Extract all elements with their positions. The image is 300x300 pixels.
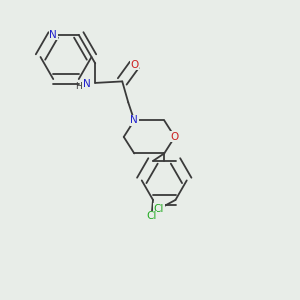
Text: H: H: [75, 82, 82, 91]
Text: N: N: [83, 80, 91, 89]
Text: N: N: [130, 116, 138, 125]
Text: Cl: Cl: [154, 204, 164, 214]
Text: Cl: Cl: [146, 212, 157, 221]
Text: O: O: [171, 132, 179, 142]
Text: O: O: [130, 60, 138, 70]
Text: N: N: [50, 30, 57, 40]
